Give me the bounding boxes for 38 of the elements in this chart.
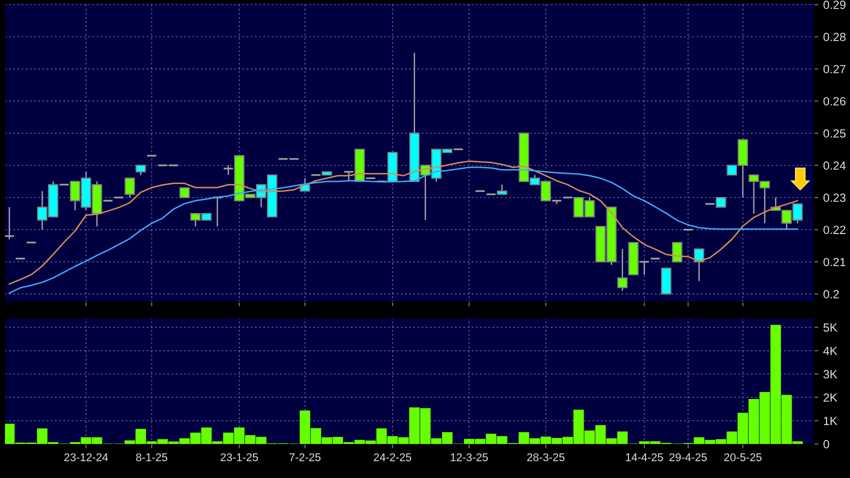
candlestick: [672, 242, 682, 262]
candlestick: [617, 248, 628, 292]
candlestick: [716, 196, 726, 208]
y-tick-label: 0.22: [823, 226, 846, 234]
candlestick: [124, 178, 135, 198]
y-tick-label: 5K: [824, 323, 838, 332]
x-tick-label: 14-4-25: [626, 453, 664, 462]
y-tick-label: 3K: [823, 370, 838, 378]
y-tick-label: 0.21: [823, 258, 846, 266]
x-tick-label: 23-1-25: [220, 453, 258, 462]
y-tick-label: 0.24: [823, 161, 846, 170]
y-tick-label: 4K: [823, 346, 838, 355]
candlestick: [638, 260, 650, 276]
y-tick-label: 0.27: [823, 64, 846, 74]
y-tick-label: 0.23: [823, 194, 846, 202]
y-tick-label: 2K: [824, 393, 838, 402]
candlestick: [551, 200, 562, 205]
x-tick-label: 7-2-25: [289, 453, 321, 462]
x-tick-label: 8-1-25: [136, 453, 168, 462]
x-tick-label: 24-2-25: [374, 453, 412, 462]
candlestick: [179, 187, 190, 198]
y-tick-label: 0: [823, 440, 830, 448]
x-tick-label: 29-4-25: [670, 453, 707, 462]
y-tick-label: 0.26: [823, 97, 846, 106]
y-tick-label: 1K: [824, 416, 838, 425]
x-tick-label: 20-5-25: [724, 453, 762, 462]
y-tick-label: 0.25: [823, 129, 846, 138]
y-tick-label: 0.29: [823, 0, 846, 9]
candlestick: [212, 196, 223, 228]
y-tick-label: 0.28: [823, 32, 846, 42]
x-tick-label: 23-12-24: [64, 453, 108, 462]
y-tick-label: 0.2: [823, 290, 839, 298]
candlestick: [222, 164, 234, 176]
x-tick-label: 28-3-25: [527, 453, 564, 462]
candlestick: [136, 164, 146, 176]
candlestick: [5, 206, 15, 240]
candlestick: [343, 170, 354, 182]
x-tick-label: 12-3-25: [450, 453, 488, 462]
